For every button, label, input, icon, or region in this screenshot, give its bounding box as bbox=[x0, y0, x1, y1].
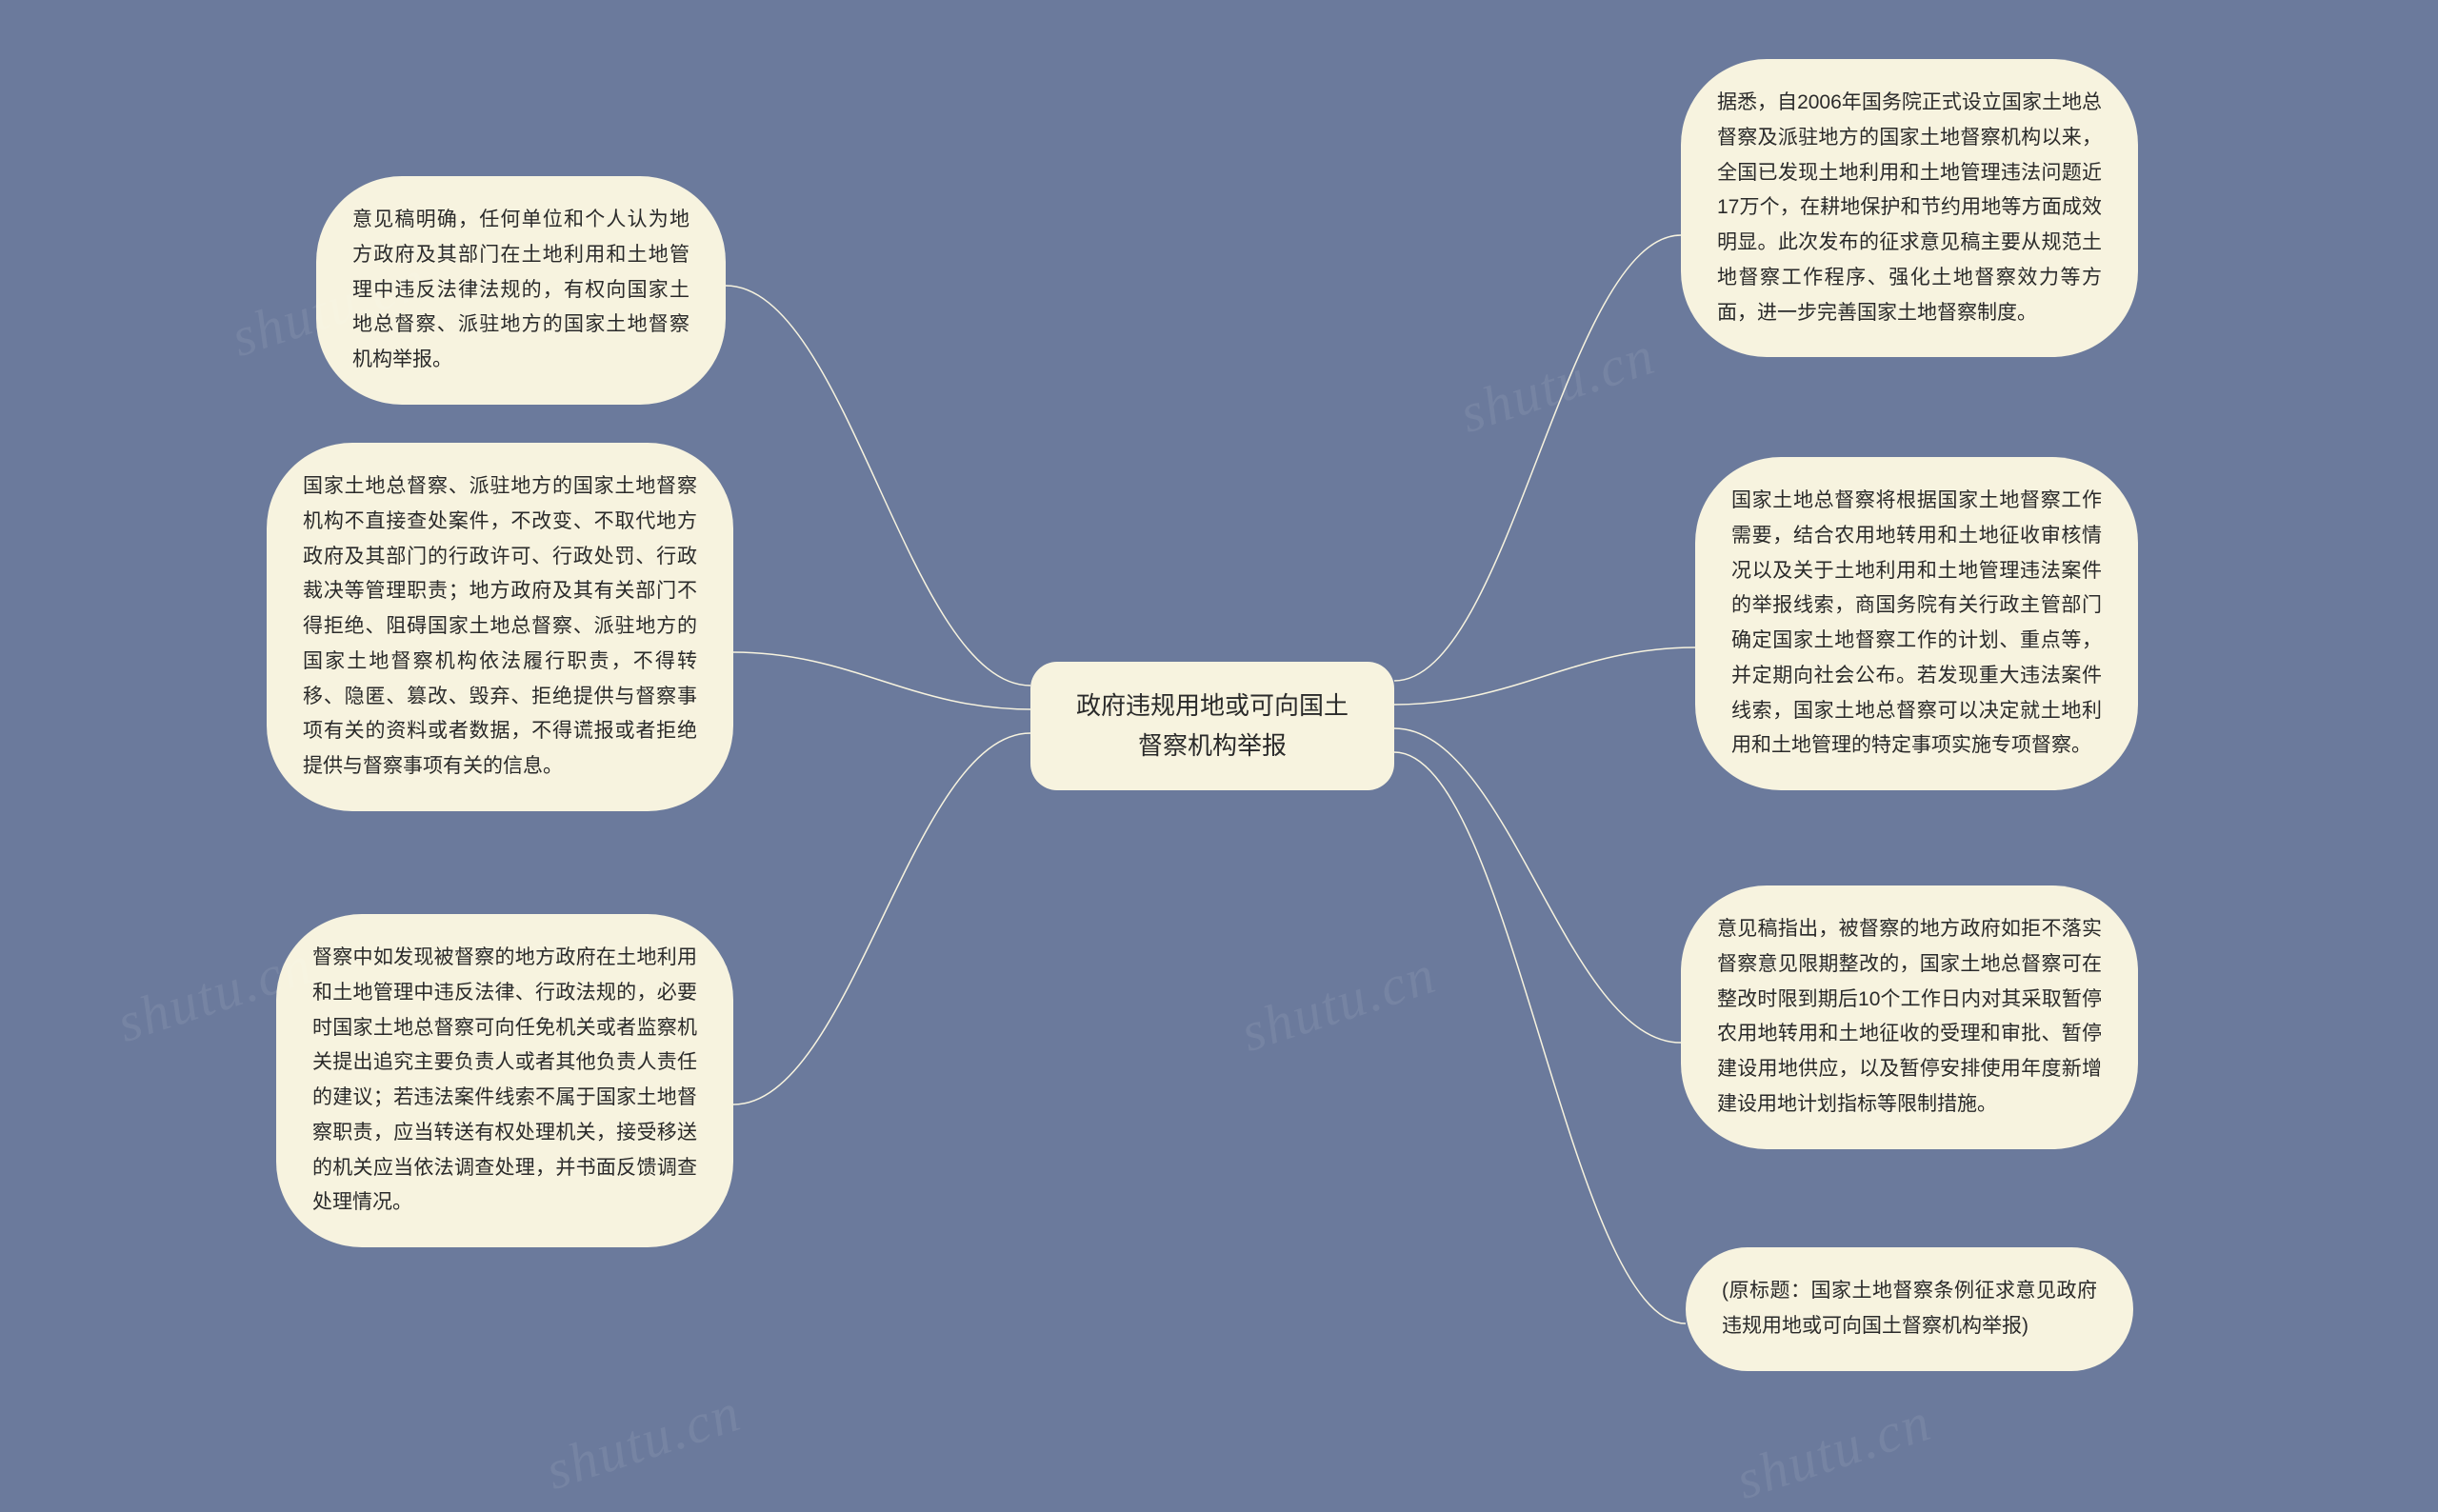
branch-node-right4: (原标题：国家土地督察条例征求意见政府违规用地或可向国土督察机构举报) bbox=[1686, 1247, 2133, 1371]
watermark: shutu.cn bbox=[538, 1380, 749, 1502]
branch-node-right1: 据悉，自2006年国务院正式设立国家土地总督察及派驻地方的国家土地督察机构以来，… bbox=[1681, 59, 2138, 357]
watermark: shutu.cn bbox=[1452, 323, 1663, 446]
branch-node-right3: 意见稿指出，被督察的地方政府如拒不落实督察意见限期整改的，国家土地总督察可在整改… bbox=[1681, 885, 2138, 1149]
center-topic-node: 政府违规用地或可向国土督察机构举报 bbox=[1030, 662, 1394, 790]
watermark: shutu.cn bbox=[1729, 1389, 1939, 1512]
watermark: shutu.cn bbox=[1233, 942, 1444, 1064]
branch-node-left3: 督察中如发现被督察的地方政府在土地利用和土地管理中违反法律、行政法规的，必要时国… bbox=[276, 914, 733, 1247]
branch-node-left1: 意见稿明确，任何单位和个人认为地方政府及其部门在土地利用和土地管理中违反法律法规… bbox=[316, 176, 726, 405]
branch-node-left2: 国家土地总督察、派驻地方的国家土地督察机构不直接查处案件，不改变、不取代地方政府… bbox=[267, 443, 733, 811]
branch-node-right2: 国家土地总督察将根据国家土地督察工作需要，结合农用地转用和土地征收审核情况以及关… bbox=[1695, 457, 2138, 790]
